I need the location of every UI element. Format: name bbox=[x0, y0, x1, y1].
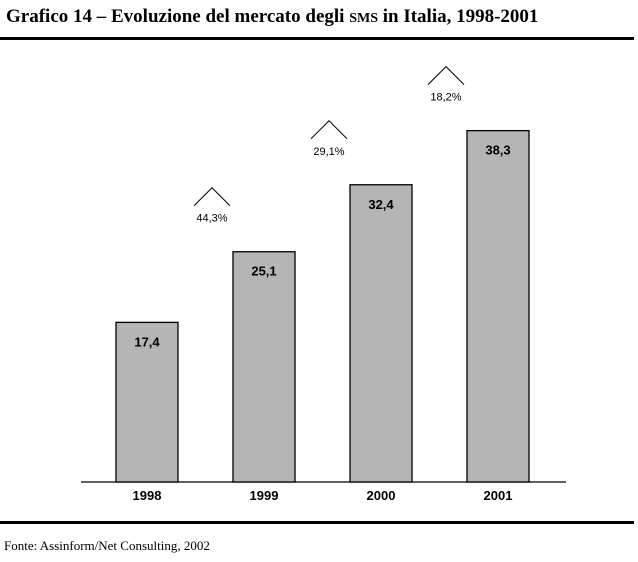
title-part1: Grafico 14 – Evoluzione del mercato degl… bbox=[6, 6, 350, 27]
bottom-rule bbox=[0, 521, 634, 524]
growth-chevron-3 bbox=[427, 65, 465, 85]
growth-label-1: 44,3% bbox=[196, 213, 227, 225]
bar-2000 bbox=[349, 184, 413, 483]
bar-1999 bbox=[232, 251, 296, 483]
x-tick-2001: 2001 bbox=[484, 488, 513, 503]
growth-chevron-2 bbox=[310, 120, 348, 140]
top-rule bbox=[0, 37, 634, 40]
growth-label-2: 29,1% bbox=[313, 146, 344, 158]
growth-label-3: 18,2% bbox=[430, 92, 461, 104]
title-sms: SMS bbox=[349, 11, 378, 26]
value-label-2000: 32,4 bbox=[368, 197, 394, 212]
bar-2001 bbox=[466, 129, 530, 483]
x-tick-1998: 1998 bbox=[133, 488, 162, 503]
value-label-2001: 38,3 bbox=[485, 143, 510, 158]
value-label-1998: 17,4 bbox=[134, 334, 160, 349]
value-label-1999: 25,1 bbox=[251, 264, 276, 279]
chart-title: Grafico 14 – Evoluzione del mercato degl… bbox=[6, 6, 538, 28]
x-tick-2000: 2000 bbox=[367, 488, 396, 503]
source-note: Fonte: Assinform/Net Consulting, 2002 bbox=[4, 538, 210, 553]
growth-chevron-1 bbox=[193, 187, 231, 207]
x-tick-1999: 1999 bbox=[250, 488, 279, 503]
title-part2: in Italia, 1998-2001 bbox=[377, 6, 539, 27]
bar-1998 bbox=[115, 321, 179, 483]
